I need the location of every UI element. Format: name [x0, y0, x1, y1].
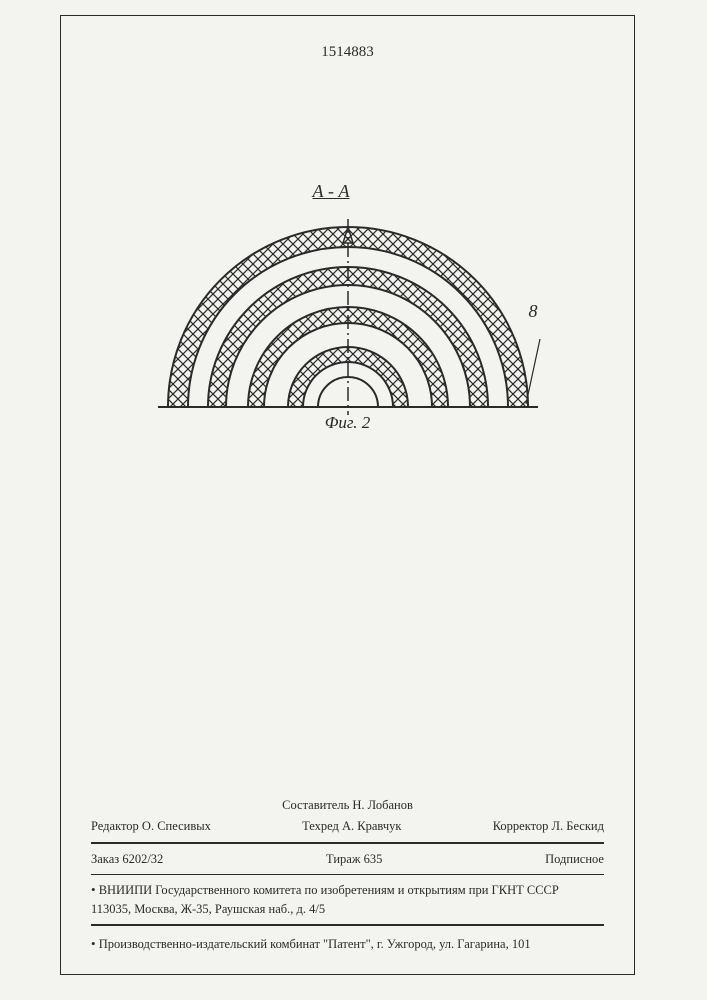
org-line1: ВНИИПИ Государственного комитета по изоб…: [99, 883, 559, 897]
corrector-name: Л. Бескид: [552, 819, 604, 833]
figure-area: А - А 8 Фиг. 2: [148, 181, 548, 441]
publisher-row: • Производственно-издательский комбинат …: [91, 934, 604, 954]
compiler-line: Составитель Н. Лобанов: [91, 796, 604, 815]
credits-row: Редактор О. Спесивых Техред А. Кравчук К…: [91, 817, 604, 836]
patent-number: 1514883: [321, 44, 374, 61]
compiler-name: Н. Лобанов: [352, 798, 412, 812]
editor-name: О. Спесивых: [142, 819, 211, 833]
cross-section-diagram: [148, 209, 548, 419]
tirazh-cell: Тираж 635: [326, 850, 382, 869]
page-frame: 1514883 А - А 8 Фиг. 2 Составитель Н. Ло…: [60, 15, 635, 975]
dot-icon: •: [91, 936, 96, 951]
podpisnoe: Подписное: [545, 850, 604, 869]
techred-label: Техред: [302, 819, 339, 833]
colophon-block: Составитель Н. Лобанов Редактор О. Спеси…: [91, 796, 604, 954]
order-cell: Заказ 6202/32: [91, 850, 163, 869]
publisher-line: Производственно-издательский комбинат "П…: [99, 937, 531, 951]
techred-cell: Техред А. Кравчук: [302, 817, 401, 836]
separator-line: [91, 924, 604, 926]
techred-name: А. Кравчук: [342, 819, 401, 833]
dot-icon: •: [91, 882, 96, 897]
corrector-cell: Корректор Л. Бескид: [493, 817, 604, 836]
tirazh-value: 635: [364, 852, 383, 866]
order-row: Заказ 6202/32 Тираж 635 Подписное: [91, 850, 604, 869]
org-line2: 113035, Москва, Ж-35, Раушская наб., д. …: [91, 902, 325, 916]
tirazh-label: Тираж: [326, 852, 360, 866]
corrector-label: Корректор: [493, 819, 549, 833]
separator-line: [91, 842, 604, 844]
organization-block: • ВНИИПИ Государственного комитета по из…: [91, 881, 604, 918]
order-label: Заказ: [91, 852, 119, 866]
separator-line: [91, 874, 604, 875]
editor-cell: Редактор О. Спесивых: [91, 817, 211, 836]
editor-label: Редактор: [91, 819, 139, 833]
figure-caption: Фиг. 2: [325, 413, 371, 433]
section-label: А - А: [313, 181, 350, 202]
compiler-label: Составитель: [282, 798, 349, 812]
order-value: 6202/32: [122, 852, 163, 866]
